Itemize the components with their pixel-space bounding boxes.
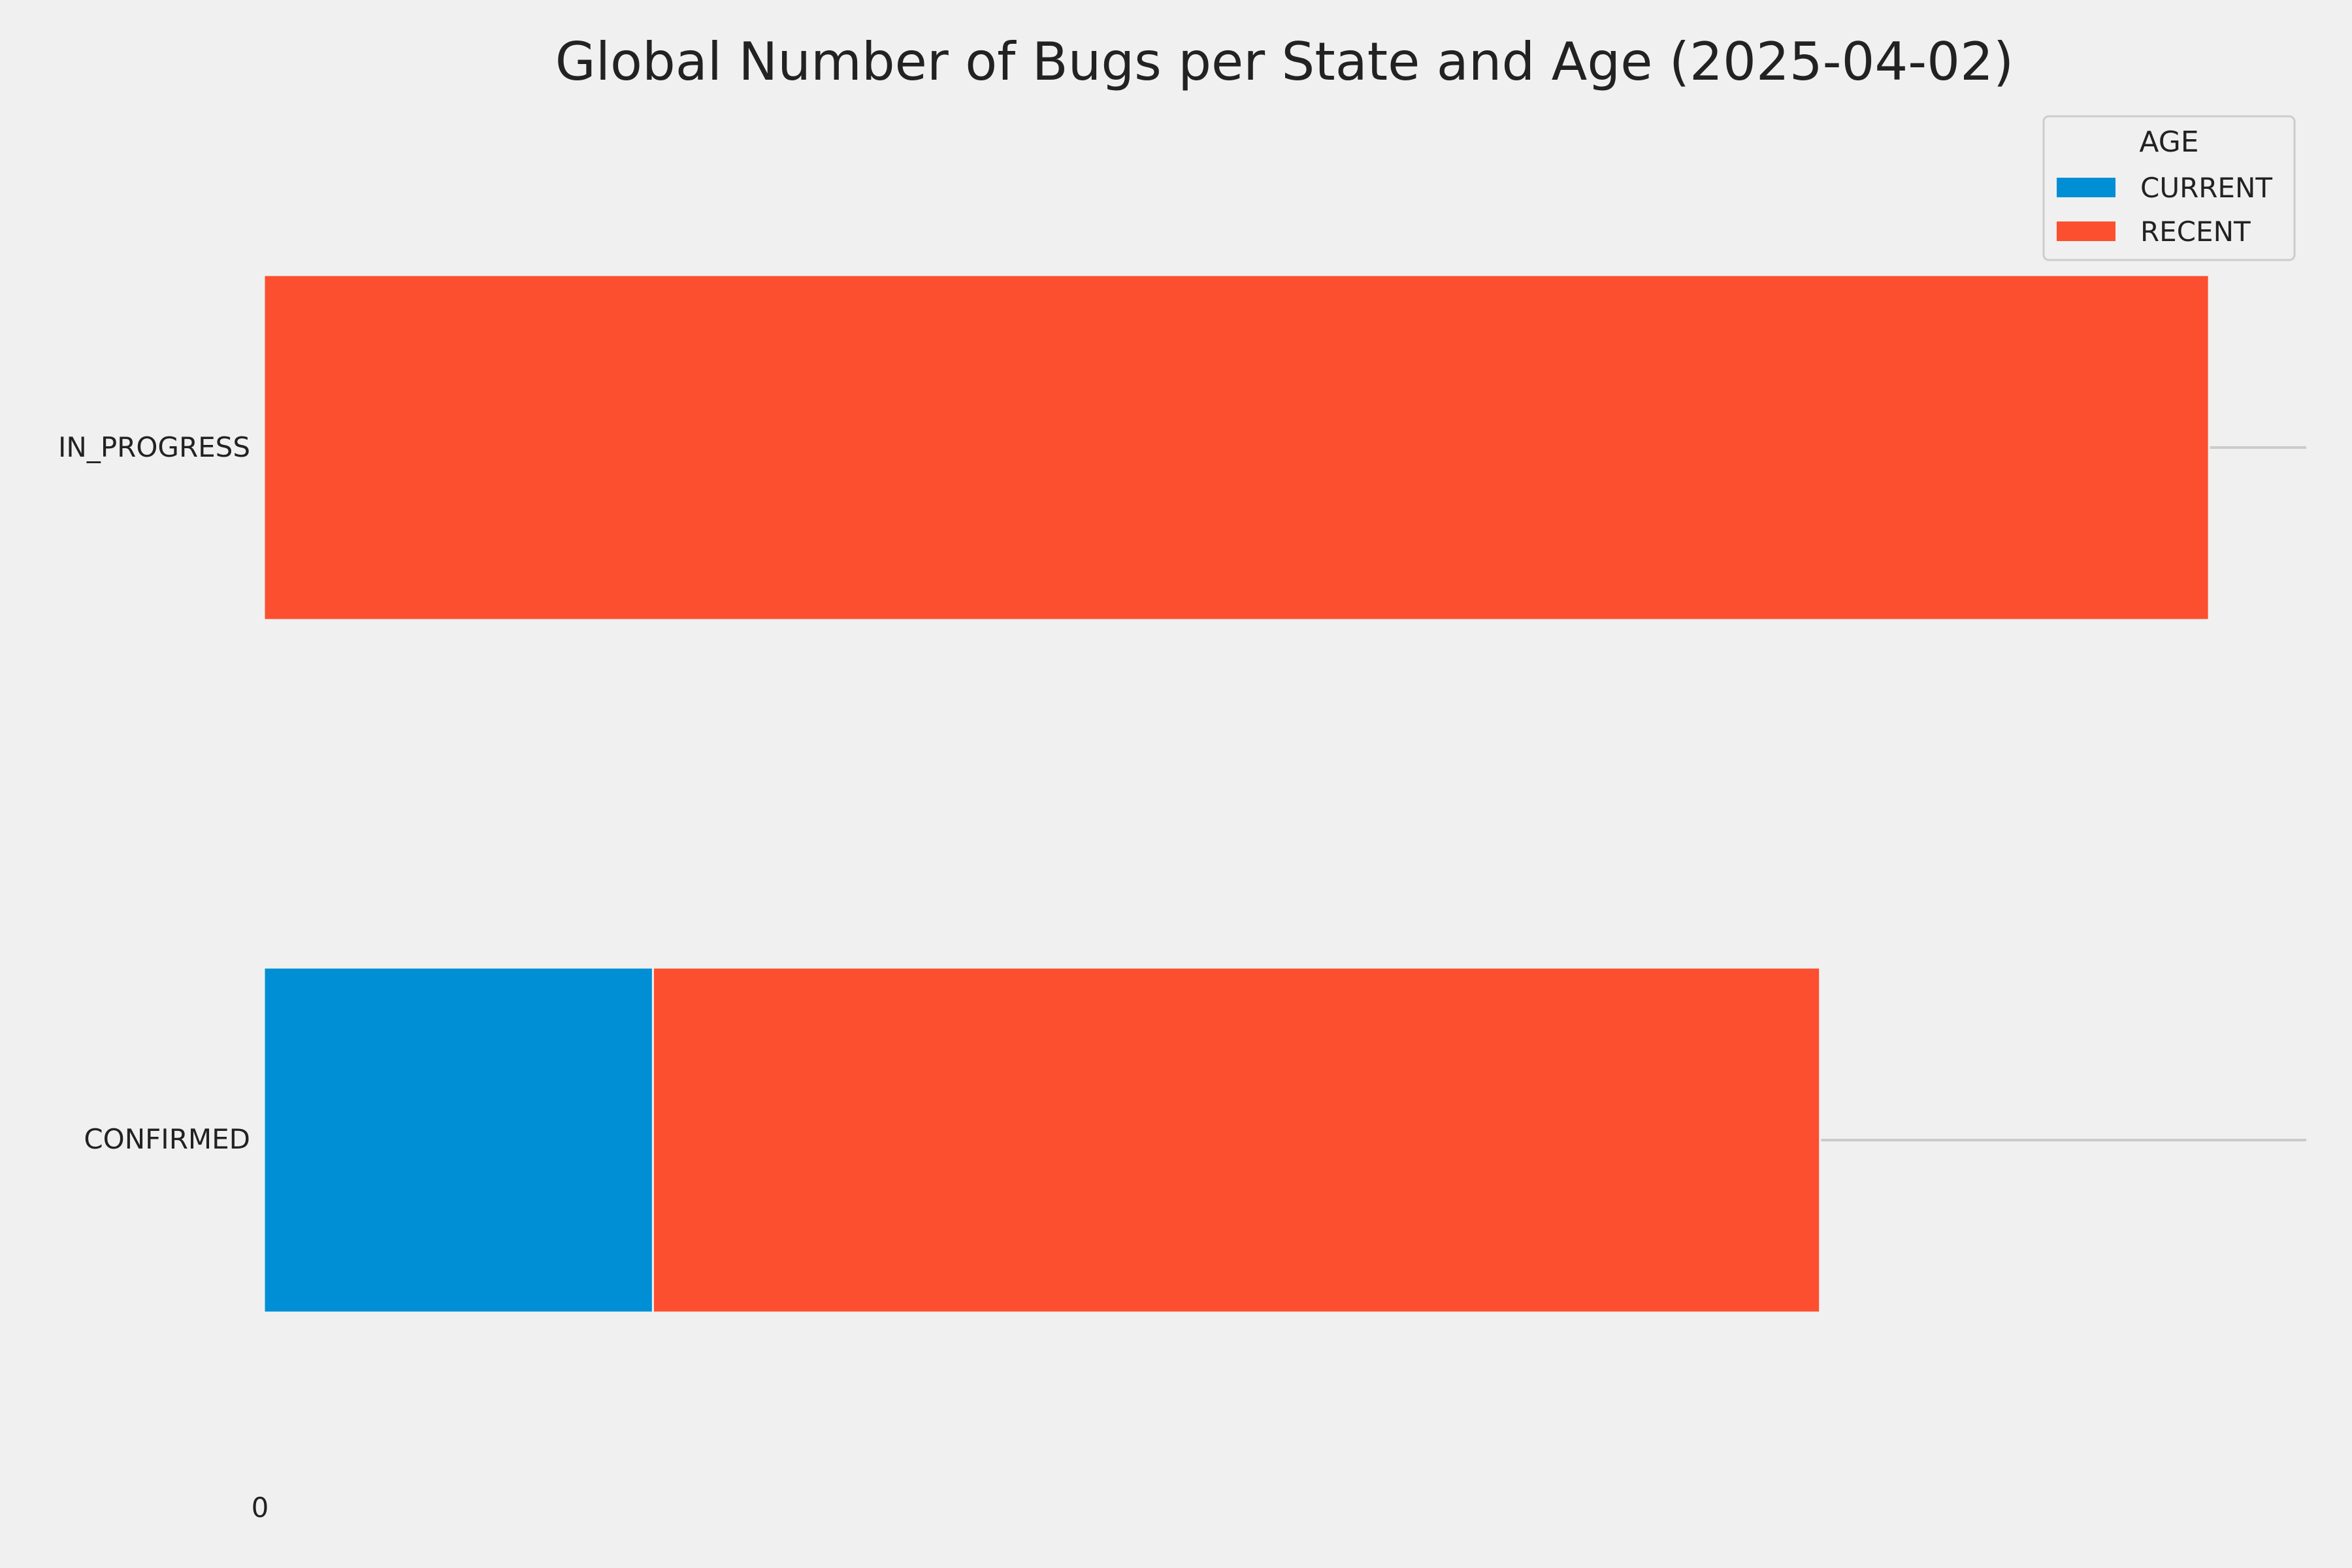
bar-confirmed-recent [651, 966, 1821, 1314]
legend-label-recent: RECENT [2140, 216, 2251, 248]
y-tick-label-in-progress: IN_PROGRESS [58, 431, 250, 463]
bar-confirmed-current [263, 966, 654, 1314]
legend-swatch-recent [2057, 221, 2115, 241]
legend-title: AGE [2139, 125, 2198, 159]
chart-title: Global Number of Bugs per State and Age … [555, 31, 2014, 92]
bar-in-progress-recent [263, 274, 2210, 621]
bars [263, 274, 2210, 1314]
legend-swatch-current [2057, 178, 2115, 197]
y-tick-label-confirmed: CONFIRMED [84, 1123, 250, 1155]
legend-label-current: CURRENT [2140, 172, 2272, 204]
legend: AGE CURRENT RECENT [2042, 115, 2296, 261]
x-tick-label: 0 [252, 1492, 269, 1524]
